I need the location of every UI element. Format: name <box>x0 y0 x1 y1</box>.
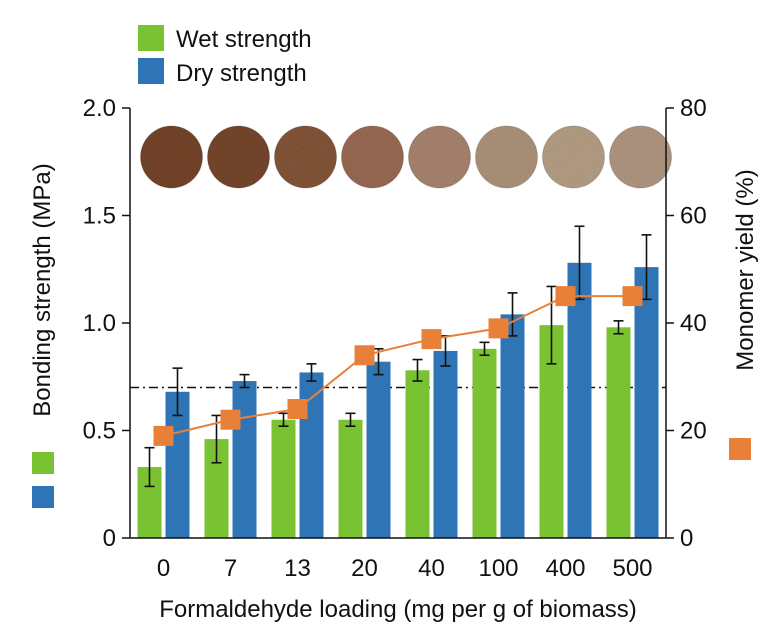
x-tick-label: 0 <box>157 555 170 582</box>
sample-images <box>140 125 672 189</box>
monomer-yield-point-400 <box>555 286 576 307</box>
y-tick-label: 1.0 <box>83 310 116 337</box>
monomer-yield-point-7 <box>220 409 241 430</box>
monomer-yield-line <box>163 295 633 437</box>
sample-disc <box>274 126 337 188</box>
dry-bar-500 <box>634 267 659 538</box>
sample-image-400 <box>542 125 605 189</box>
sample-disc-edge <box>475 125 538 189</box>
sample-disc <box>475 126 538 188</box>
dry-bar-40 <box>433 350 458 538</box>
dry-bar-100 <box>500 314 525 538</box>
side-legend <box>32 438 751 508</box>
sample-disc-edge <box>274 125 337 189</box>
wet-bar-20 <box>338 419 363 538</box>
sample-disc-edge <box>140 125 203 189</box>
legend-label-wet: Wet strength <box>176 26 312 53</box>
legend-swatch-dry <box>138 58 164 84</box>
y-tick-label: 0.5 <box>83 418 116 445</box>
dry-bar-7 <box>232 381 257 538</box>
sample-disc <box>341 126 404 188</box>
dry-bar-400 <box>567 262 592 538</box>
monomer-yield-point-20 <box>354 345 375 366</box>
y-tick-label: 1.5 <box>83 203 116 230</box>
wet-bar-40 <box>405 370 430 538</box>
y2-tick-label: 60 <box>680 203 707 230</box>
sample-disc <box>408 126 471 188</box>
sample-disc <box>542 126 605 188</box>
x-tick-label: 400 <box>545 555 585 582</box>
y-tick-label: 0 <box>103 525 116 552</box>
legend: Wet strength Dry strength <box>138 25 312 87</box>
monomer-yield-point-0 <box>153 425 174 446</box>
side-swatch-wet <box>32 452 54 474</box>
tick-labels: 0 0.5 1.0 1.5 2.0 0 20 40 60 80 0 7 13 20 40 100 400 500 <box>83 95 707 582</box>
wet-bar-13 <box>271 419 296 538</box>
y-axis-label: Bonding strength (MPa) <box>29 163 56 416</box>
sample-image-100 <box>475 125 538 189</box>
sample-disc <box>207 126 270 188</box>
sample-disc-edge <box>542 125 605 189</box>
sample-disc-edge <box>341 125 404 189</box>
x-tick-label: 40 <box>418 555 445 582</box>
monomer-yield-point-13 <box>287 399 308 419</box>
y2-axis-label: Monomer yield (%) <box>732 169 758 370</box>
x-tick-label: 20 <box>351 555 378 582</box>
sample-image-0 <box>140 125 203 189</box>
sample-image-500 <box>609 125 672 189</box>
y2-tick-label: 80 <box>680 95 707 122</box>
sample-disc <box>609 126 672 188</box>
sample-disc-edge <box>207 125 270 189</box>
monomer-yield-point-500 <box>622 286 643 307</box>
sample-image-13 <box>274 125 337 189</box>
y2-tick-label: 20 <box>680 418 707 445</box>
sample-image-40 <box>408 125 471 189</box>
legend-label-dry: Dry strength <box>176 60 307 87</box>
x-tick-label: 500 <box>612 555 652 582</box>
sample-image-20 <box>341 125 404 189</box>
y2-tick-label: 0 <box>680 525 693 552</box>
sample-disc-edge <box>408 125 471 189</box>
y-tick-label: 2.0 <box>83 95 116 122</box>
monomer-yield-point-100 <box>488 318 509 339</box>
side-swatch-monomer <box>729 438 751 460</box>
side-swatch-dry <box>32 486 54 508</box>
x-tick-label: 13 <box>284 555 311 582</box>
dry-bar-20 <box>366 361 391 538</box>
monomer-yield-series <box>153 286 643 446</box>
wet-bar-500 <box>606 327 631 538</box>
x-tick-label: 7 <box>224 555 237 582</box>
sample-disc <box>140 126 203 188</box>
wet-bar-100 <box>472 348 497 538</box>
sample-image-7 <box>207 125 270 189</box>
y2-tick-label: 40 <box>680 310 707 337</box>
monomer-yield-point-40 <box>421 329 442 350</box>
sample-disc-edge <box>609 125 672 189</box>
x-axis-label: Formaldehyde loading (mg per g of biomas… <box>159 596 637 623</box>
x-tick-label: 100 <box>478 555 518 582</box>
bars <box>137 225 659 538</box>
legend-swatch-wet <box>138 25 164 51</box>
